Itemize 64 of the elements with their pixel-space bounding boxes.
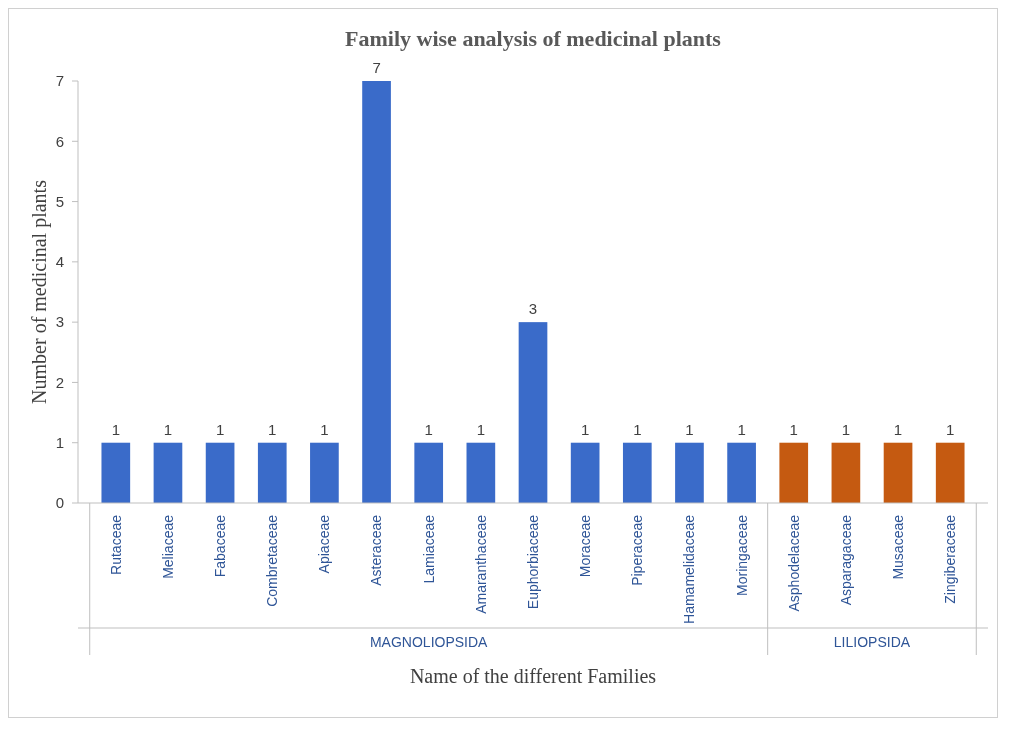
x-tick-label: Amaranthaceae	[472, 514, 489, 614]
x-tick-label: Moraceae	[577, 514, 594, 578]
data-label: 1	[215, 420, 225, 438]
data-label: 1	[893, 420, 903, 438]
data-label: 1	[476, 420, 486, 438]
bar	[153, 442, 183, 503]
x-tick-label: Moringaceae	[733, 514, 750, 596]
x-tick-label: Hamamelidaceae	[681, 514, 698, 624]
data-label: 1	[789, 420, 798, 438]
bar	[101, 442, 131, 503]
x-tick-label: Musaceae	[889, 514, 906, 580]
data-label: 1	[685, 420, 694, 438]
data-label: 3	[528, 300, 538, 318]
y-tick-label: 2	[55, 373, 64, 391]
bar	[675, 442, 704, 503]
data-label: 1	[580, 420, 590, 438]
bar	[570, 442, 600, 503]
x-tick-label: Asphodelaceae	[785, 514, 802, 612]
y-tick-label: 4	[55, 253, 64, 271]
x-tick-label: Rutaceae	[107, 514, 124, 575]
data-label: 1	[268, 420, 277, 438]
x-tick-label: Euphorbiaceae	[524, 514, 541, 610]
data-label: 1	[946, 420, 955, 438]
text: LILIOPSIDA	[833, 634, 911, 650]
bar	[935, 442, 965, 503]
data-label: 1	[841, 420, 851, 438]
bar	[362, 81, 391, 503]
x-tick-label: Piperaceae	[629, 514, 646, 586]
bar	[831, 442, 861, 503]
bar	[622, 442, 652, 503]
x-tick-label: Combretaceae	[264, 514, 281, 607]
text: MAGNOLIOPSIDA	[369, 634, 489, 650]
x-tick-label: Lamiaceae	[420, 514, 437, 584]
data-label: 7	[372, 59, 381, 76]
y-tick-label: 6	[55, 132, 64, 150]
x-tick-label: Zingiberaceae	[942, 514, 959, 604]
bar	[727, 442, 756, 503]
data-label: 1	[163, 420, 173, 438]
x-tick-label: Meliaceae	[159, 514, 176, 579]
bar	[414, 442, 444, 503]
bar	[883, 442, 913, 503]
bar	[205, 442, 235, 503]
bar	[779, 442, 809, 503]
data-label: 1	[737, 420, 746, 438]
x-tick-label: Apiaceae	[316, 514, 333, 574]
data-label: 1	[633, 420, 642, 438]
bar	[518, 322, 548, 503]
data-label: 1	[111, 420, 120, 438]
bar	[257, 442, 287, 503]
x-axis-title: Name of the different Families	[409, 665, 657, 687]
x-tick-label: Asparagaceae	[837, 514, 854, 606]
x-tick-label: Fabaceae	[212, 514, 229, 578]
chart-title: Family wise analysis of medicinal plants	[345, 26, 722, 51]
y-tick-label: 3	[55, 313, 64, 331]
x-tick-label: Asteraceae	[368, 514, 385, 586]
y-tick-label: 0	[55, 494, 64, 512]
y-axis-title: Number of medicinal plants	[28, 179, 51, 404]
y-tick-label: 5	[55, 192, 64, 210]
bar	[310, 442, 339, 503]
data-label: 1	[320, 420, 329, 438]
data-label: 1	[424, 420, 433, 438]
bar	[466, 442, 496, 503]
y-tick-label: 7	[55, 72, 64, 90]
y-tick-label: 1	[55, 433, 64, 451]
